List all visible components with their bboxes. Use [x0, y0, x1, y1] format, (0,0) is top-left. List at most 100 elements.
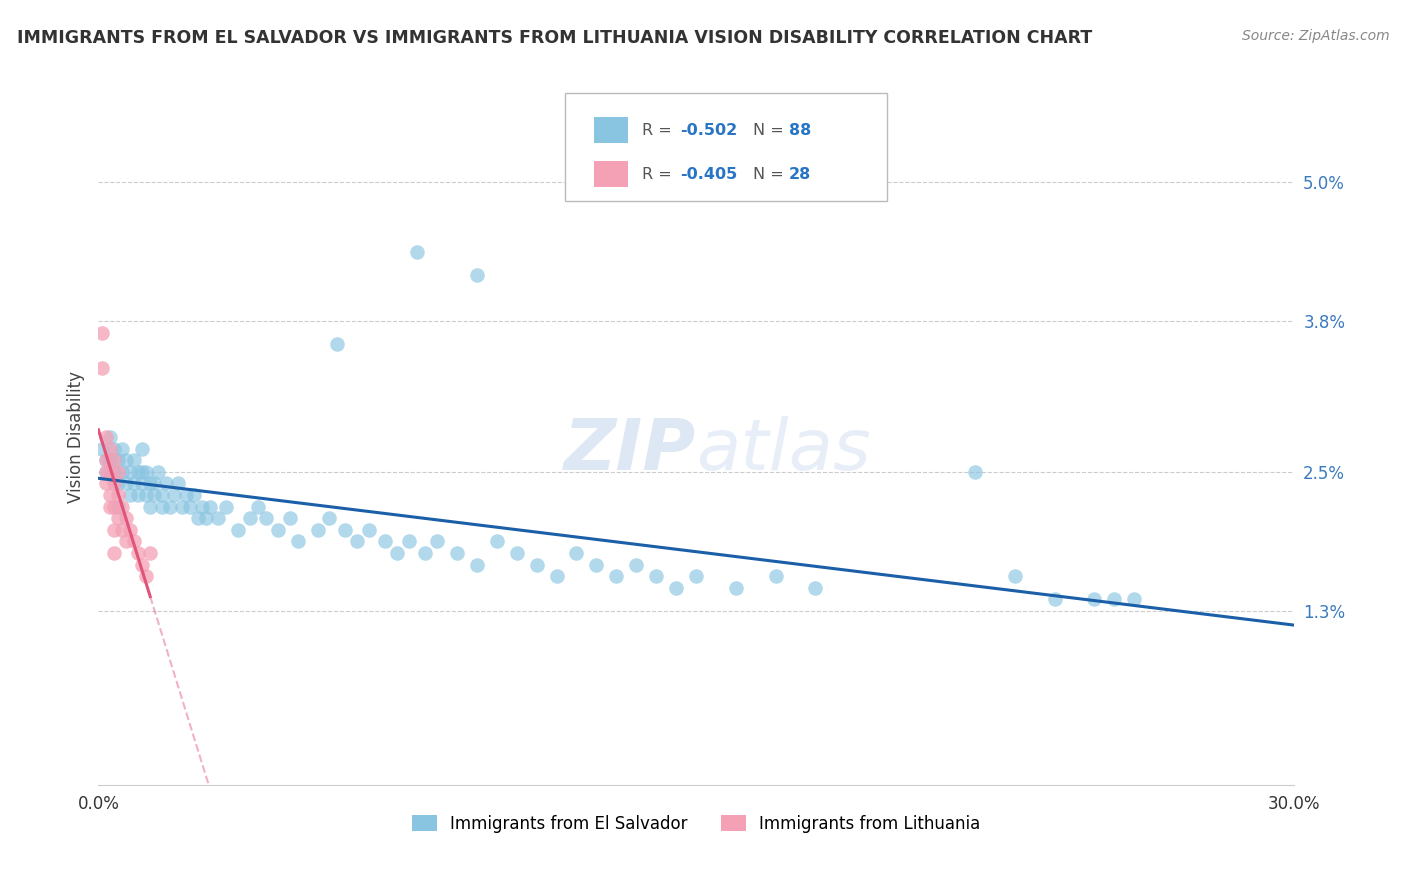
Point [665, 581, 688, 595]
Point [131, 442, 153, 456]
Point [226, 523, 249, 537]
Point [127, 488, 149, 502]
Point [124, 534, 146, 549]
Point [605, 569, 627, 583]
Point [135, 488, 157, 502]
Point [239, 511, 262, 525]
Point [374, 534, 396, 549]
FancyBboxPatch shape [565, 93, 887, 201]
Point [98, 442, 122, 456]
Point [174, 488, 197, 502]
Point [724, 581, 747, 595]
Point [111, 442, 134, 456]
Point [103, 523, 125, 537]
Point [107, 511, 129, 525]
Text: Source: ZipAtlas.com: Source: ZipAtlas.com [1241, 29, 1389, 43]
Point [191, 500, 214, 514]
Point [465, 558, 488, 572]
Point [346, 534, 368, 549]
Point [398, 534, 420, 549]
Point [506, 546, 529, 560]
Point [465, 268, 488, 282]
Point [150, 500, 173, 514]
Point [103, 442, 125, 456]
Point [96, 465, 118, 479]
Point [139, 546, 162, 560]
Point [103, 465, 125, 479]
Point [98, 465, 122, 479]
Point [98, 453, 122, 467]
Point [150, 488, 173, 502]
Point [287, 534, 309, 549]
Text: 28: 28 [789, 167, 811, 182]
Point [963, 465, 986, 479]
Text: ZIP: ZIP [564, 417, 696, 485]
Point [155, 476, 177, 491]
Point [107, 465, 129, 479]
Point [127, 465, 149, 479]
Point [98, 500, 122, 514]
Point [103, 546, 125, 560]
Point [124, 453, 146, 467]
Point [107, 500, 129, 514]
Point [115, 453, 138, 467]
Point [107, 453, 129, 467]
Point [96, 430, 118, 444]
Point [135, 569, 157, 583]
Point [120, 488, 142, 502]
Y-axis label: Vision Disability: Vision Disability [66, 371, 84, 503]
Point [626, 558, 648, 572]
Bar [595, 161, 628, 187]
Point [446, 546, 468, 560]
Point [426, 534, 449, 549]
Point [124, 476, 146, 491]
Point [111, 523, 134, 537]
Point [139, 500, 162, 514]
Point [1123, 592, 1146, 607]
Point [91, 326, 114, 340]
Point [159, 500, 181, 514]
Point [131, 465, 153, 479]
Point [91, 360, 114, 375]
Point [1043, 592, 1066, 607]
Point [91, 442, 114, 456]
Point [359, 523, 381, 537]
Point [103, 453, 125, 467]
Point [1104, 592, 1126, 607]
Point [139, 476, 162, 491]
Point [385, 546, 409, 560]
Point [485, 534, 508, 549]
Point [406, 244, 429, 259]
Point [565, 546, 588, 560]
Point [645, 569, 668, 583]
Point [111, 500, 134, 514]
Point [143, 476, 166, 491]
Point [1004, 569, 1026, 583]
Point [207, 511, 229, 525]
Text: atlas: atlas [696, 417, 870, 485]
Text: N =: N = [754, 167, 789, 182]
Point [765, 569, 787, 583]
Point [215, 500, 238, 514]
Point [131, 558, 153, 572]
Point [96, 453, 118, 467]
Point [98, 488, 122, 502]
Point [143, 488, 166, 502]
Point [148, 465, 170, 479]
Point [115, 534, 138, 549]
Point [96, 465, 118, 479]
Text: 88: 88 [789, 123, 811, 137]
Point [685, 569, 707, 583]
Point [307, 523, 329, 537]
Point [103, 500, 125, 514]
Point [135, 465, 157, 479]
Point [120, 465, 142, 479]
Point [335, 523, 357, 537]
Point [267, 523, 290, 537]
Text: R =: R = [643, 123, 678, 137]
Text: -0.405: -0.405 [681, 167, 738, 182]
Point [103, 476, 125, 491]
Point [526, 558, 548, 572]
Point [195, 511, 218, 525]
Point [111, 465, 134, 479]
